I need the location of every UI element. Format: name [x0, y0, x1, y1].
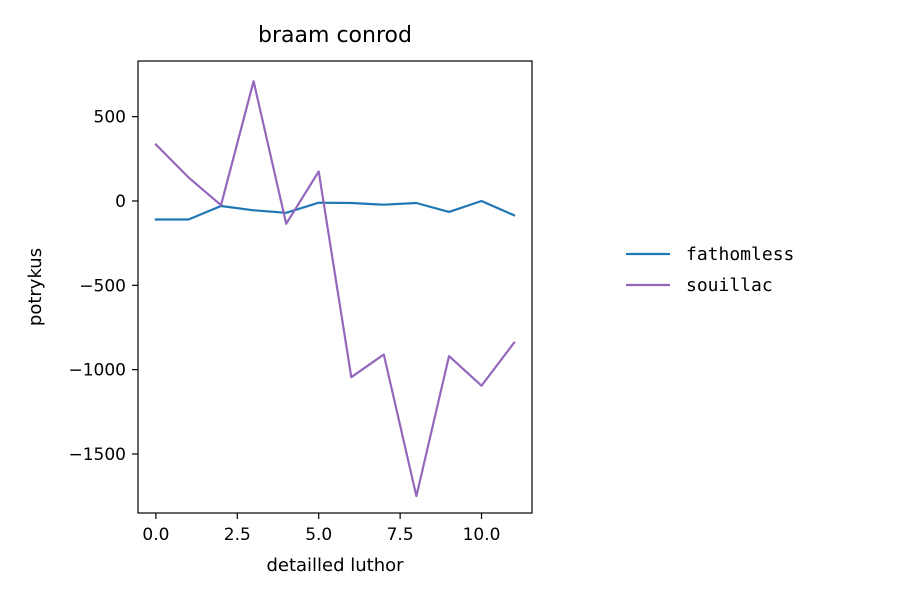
x-tick-label: 0.0 [142, 525, 169, 545]
series-lines [154, 80, 516, 498]
series-line-souillac [154, 80, 516, 498]
x-tick-label: 5.0 [305, 525, 332, 545]
legend-label: souillac [686, 275, 773, 296]
y-tick-label: −1000 [68, 361, 126, 381]
y-axis: 500 0 −500 −1000 −1500 [68, 108, 138, 465]
x-tick-label: 10.0 [463, 525, 501, 545]
legend-label: fathomless [686, 244, 794, 265]
y-tick-label: 0 [115, 192, 126, 212]
x-axis: 0.0 2.5 5.0 7.5 10.0 [142, 513, 500, 545]
x-axis-label: detailled luthor [266, 555, 404, 576]
plot-area: 0.0 2.5 5.0 7.5 10.0 500 0 −500 −1000 −1500 [68, 60, 533, 545]
y-tick-label: −1500 [68, 445, 126, 465]
x-tick-label: 7.5 [387, 525, 414, 545]
x-tick-label: 2.5 [224, 525, 251, 545]
legend: fathomless souillac [626, 244, 794, 296]
y-tick-label: −500 [79, 276, 126, 296]
series-line-fathomless [154, 199, 516, 221]
plot-frame [137, 60, 533, 514]
y-tick-label: 500 [94, 108, 126, 128]
chart-title: braam conrod [258, 23, 412, 48]
y-axis-label: potrykus [25, 248, 46, 326]
